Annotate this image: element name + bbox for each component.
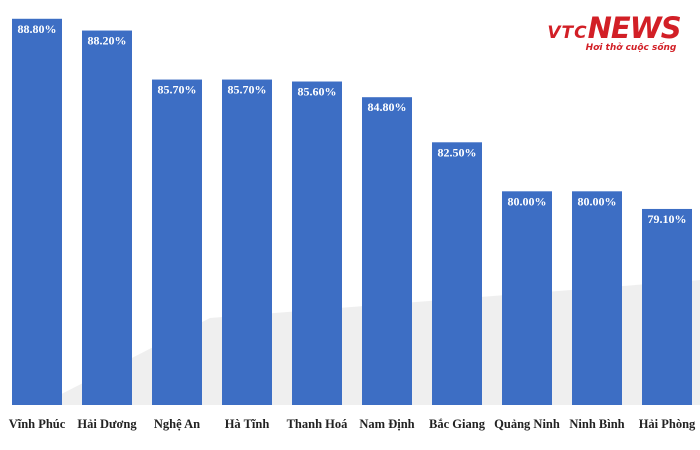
data-label: 80.00%: [508, 194, 547, 208]
data-label: 84.80%: [368, 100, 407, 114]
bar: [82, 30, 132, 405]
data-label: 88.20%: [88, 34, 127, 48]
category-label: Nam Định: [359, 417, 414, 431]
category-label: Thanh Hoá: [287, 417, 349, 431]
category-label: Vĩnh Phúc: [9, 417, 66, 431]
category-label: Nghệ An: [154, 417, 200, 431]
data-label: 80.00%: [578, 194, 617, 208]
data-label: 82.50%: [438, 145, 477, 159]
bar: [222, 79, 272, 406]
bar: [292, 81, 342, 405]
data-label: 88.80%: [18, 22, 57, 36]
bar: [362, 97, 412, 406]
category-label: Quảng Ninh: [494, 417, 560, 431]
logo-wordmark: VTCNEWS: [544, 14, 684, 43]
logo-brand-a: VTC: [547, 23, 588, 43]
bar: [432, 142, 482, 405]
category-label: Hải Phòng: [639, 417, 696, 431]
category-label: Bắc Giang: [429, 417, 486, 431]
category-label: Ninh Bình: [569, 417, 624, 431]
data-label: 79.10%: [648, 212, 687, 226]
category-label: Hà Tĩnh: [225, 417, 270, 431]
category-label: Hải Dương: [77, 417, 137, 431]
bar: [642, 208, 692, 405]
data-label: 85.60%: [298, 85, 337, 99]
data-label: 85.70%: [158, 83, 197, 97]
logo-tagline: Hơi thở cuộc sống: [585, 43, 677, 53]
vtc-news-logo: VTCNEWS Hơi thở cuộc sống: [544, 14, 684, 54]
data-label: 85.70%: [228, 83, 267, 97]
bar: [152, 79, 202, 406]
bar: [502, 191, 552, 405]
logo-brand-b: NEWS: [587, 11, 682, 45]
bar: [12, 18, 62, 406]
bar: [572, 191, 622, 405]
